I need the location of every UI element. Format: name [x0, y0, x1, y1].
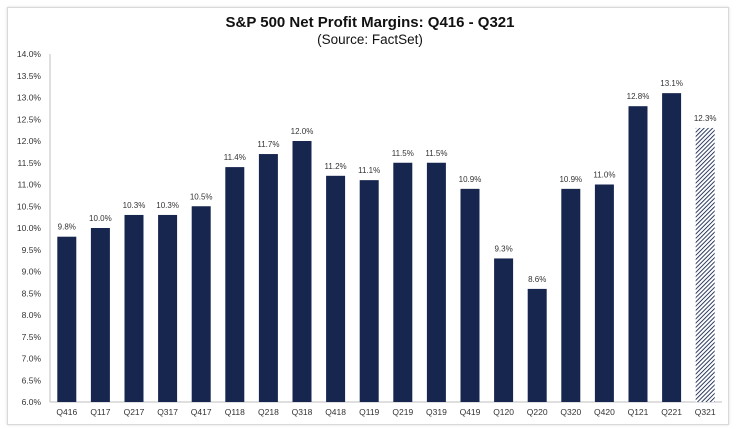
y-tick-label: 12.5% [17, 114, 42, 124]
bar-Q220 [527, 288, 547, 402]
bar-Q420 [594, 184, 614, 402]
bar-Q219 [393, 162, 413, 402]
bar-Q121 [628, 106, 648, 402]
bar-Q419 [460, 188, 480, 402]
data-label: 10.3% [156, 201, 179, 210]
x-tick-label: Q317 [157, 407, 178, 417]
bar-Q118 [225, 167, 245, 402]
data-label: 11.5% [425, 149, 447, 158]
bar-Q318 [292, 141, 312, 402]
x-tick-label: Q419 [460, 407, 481, 417]
data-label: 11.7% [257, 140, 279, 149]
bar-Q120 [494, 258, 514, 402]
bar-Q417 [191, 206, 211, 402]
data-label: 9.8% [58, 223, 76, 232]
x-tick-label: Q221 [661, 407, 682, 417]
data-label: 11.4% [224, 153, 246, 162]
y-tick-label: 7.5% [22, 332, 42, 342]
x-tick-label: Q319 [426, 407, 447, 417]
x-tick-label: Q219 [392, 407, 413, 417]
bar-Q418 [326, 175, 346, 402]
chart-subtitle: (Source: FactSet) [317, 32, 423, 47]
y-tick-label: 13.0% [17, 93, 42, 103]
x-tick-label: Q120 [493, 407, 514, 417]
x-tick-label: Q218 [258, 407, 279, 417]
y-tick-label: 8.5% [22, 288, 42, 298]
bar-Q416 [57, 236, 77, 402]
bar-Q221 [662, 93, 682, 403]
data-label: 11.0% [593, 171, 615, 180]
chart-frame [7, 7, 729, 425]
x-tick-label: Q119 [359, 407, 379, 417]
x-tick-label: Q416 [56, 407, 77, 417]
bar-Q317 [158, 214, 178, 402]
bar-Q321 [695, 127, 715, 402]
x-tick-label: Q118 [225, 407, 245, 417]
bar-Q217 [124, 214, 144, 402]
data-label: 12.3% [694, 114, 717, 123]
data-label: 11.5% [392, 149, 414, 158]
y-tick-label: 10.0% [17, 223, 42, 233]
x-tick-label: Q220 [527, 407, 548, 417]
data-label: 10.5% [190, 192, 213, 201]
x-tick-label: Q418 [325, 407, 346, 417]
bar-Q320 [561, 188, 581, 402]
y-tick-label: 6.0% [22, 397, 42, 407]
bar-Q117 [90, 228, 110, 402]
y-tick-label: 8.0% [22, 310, 42, 320]
data-label: 12.0% [291, 127, 314, 136]
y-tick-label: 6.5% [22, 375, 42, 385]
bar-Q218 [258, 154, 278, 402]
chart-title: S&P 500 Net Profit Margins: Q416 - Q321 [225, 14, 515, 31]
x-tick-label: Q121 [628, 407, 649, 417]
y-tick-label: 9.5% [22, 245, 42, 255]
data-label: 10.9% [559, 175, 582, 184]
y-tick-label: 12.0% [17, 136, 42, 146]
y-tick-label: 11.0% [18, 180, 42, 190]
x-tick-label: Q320 [560, 407, 581, 417]
y-tick-label: 13.5% [17, 71, 42, 81]
x-tick-label: Q420 [594, 407, 615, 417]
data-label: 10.9% [459, 175, 482, 184]
data-label: 11.2% [325, 162, 347, 171]
x-tick-label: Q117 [90, 407, 110, 417]
data-label: 11.1% [358, 166, 380, 175]
y-tick-label: 10.5% [17, 201, 42, 211]
y-tick-label: 11.5% [18, 158, 42, 168]
x-tick-label: Q417 [191, 407, 212, 417]
data-label: 8.6% [528, 275, 546, 284]
y-tick-label: 7.0% [22, 354, 42, 364]
data-label: 10.3% [123, 201, 146, 210]
data-label: 12.8% [627, 92, 650, 101]
y-tick-label: 14.0% [17, 49, 42, 59]
x-tick-label: Q321 [695, 407, 716, 417]
bar-Q319 [426, 162, 446, 402]
data-label: 13.1% [660, 79, 683, 88]
data-label: 10.0% [89, 214, 112, 223]
x-tick-label: Q318 [292, 407, 313, 417]
data-label: 9.3% [494, 244, 512, 253]
y-tick-label: 9.0% [22, 267, 42, 277]
x-tick-label: Q217 [124, 407, 145, 417]
bar-Q119 [359, 180, 379, 402]
